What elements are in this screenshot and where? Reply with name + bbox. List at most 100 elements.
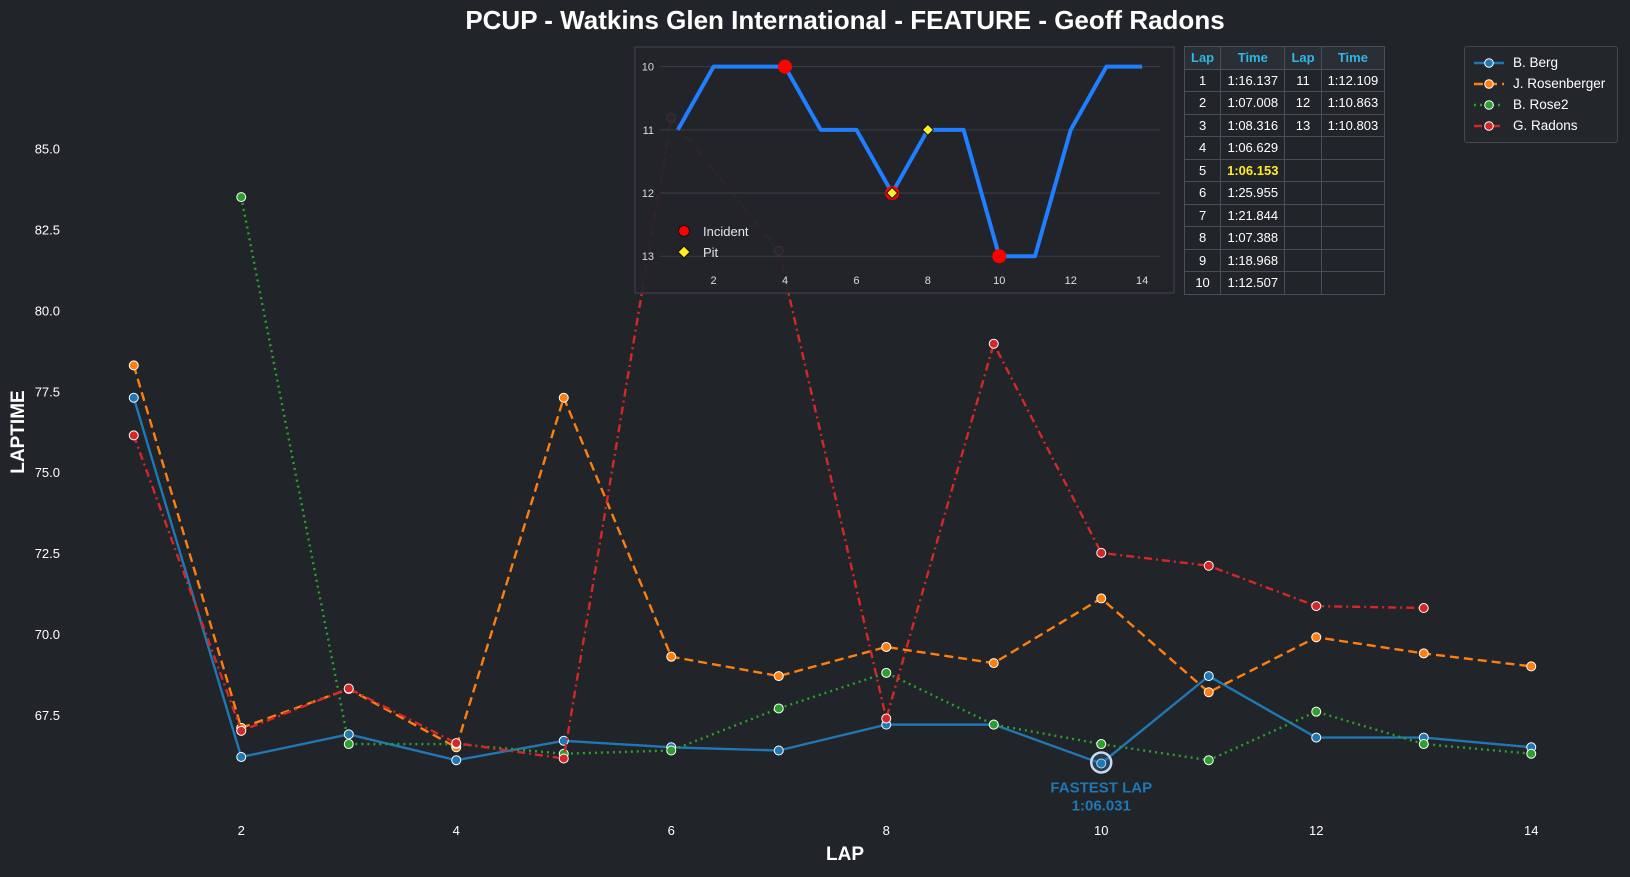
table-cell	[1320, 226, 1386, 250]
data-point	[773, 703, 784, 714]
data-point	[881, 667, 892, 678]
legend-swatch	[1474, 57, 1504, 68]
series-0	[128, 392, 1537, 769]
lap-table-header-cell: Time	[1320, 46, 1386, 70]
data-point	[451, 738, 462, 749]
table-cell: 1:21.844	[1220, 203, 1286, 227]
data-point	[1096, 547, 1107, 558]
table-row: 2 1:07.008 12 1:10.863	[1183, 91, 1386, 115]
table-cell: 4	[1183, 136, 1222, 160]
table-cell: 2	[1183, 91, 1222, 115]
x-tick-label: 12	[1309, 823, 1323, 838]
y-tick-label: 77.5	[35, 384, 60, 399]
legend-item: B. Rose2	[1465, 94, 1617, 115]
x-tick-label: 2	[238, 823, 245, 838]
inset-legend-incident-label: Incident	[703, 224, 749, 239]
y-axis-label: LAPTIME	[8, 390, 29, 473]
legend-swatch	[1474, 78, 1504, 89]
legend-swatch	[1474, 120, 1504, 131]
y-tick-label: 82.5	[35, 222, 60, 237]
data-point	[1096, 593, 1107, 604]
table-cell: 13	[1284, 113, 1322, 137]
table-row: 7 1:21.844	[1183, 203, 1386, 227]
data-point	[1096, 758, 1107, 769]
data-point	[773, 745, 784, 756]
legend-item: G. Radons	[1465, 115, 1617, 136]
inset-y-tick-label: 12	[642, 188, 654, 200]
legend-marker	[1484, 120, 1494, 131]
data-point	[988, 338, 999, 349]
pit-marker	[921, 123, 935, 137]
table-cell: 1:25.955	[1220, 181, 1286, 205]
incident-marker	[992, 249, 1007, 264]
legend-label: B. Berg	[1513, 55, 1559, 70]
table-row: 4 1:06.629	[1183, 136, 1386, 160]
data-point	[666, 745, 677, 756]
table-row: 6 1:25.955	[1183, 181, 1386, 205]
table-cell: 3	[1183, 113, 1222, 137]
inset-y-tick-label: 10	[642, 62, 654, 74]
lap-table-header: Lap Time Lap Time	[1183, 46, 1386, 70]
lap-table-header-cell: Lap	[1183, 46, 1222, 70]
x-tick-label: 6	[668, 823, 675, 838]
data-point	[451, 755, 462, 766]
table-cell: 1:10.863	[1320, 91, 1386, 115]
table-cell	[1320, 203, 1386, 227]
table-cell	[1284, 203, 1322, 227]
inset-x-tick-label: 4	[782, 275, 788, 287]
table-cell	[1320, 181, 1386, 205]
data-point	[988, 658, 999, 669]
data-point	[236, 192, 247, 203]
x-tick-label: 4	[453, 823, 460, 838]
table-row: 1 1:16.137 11 1:12.109	[1183, 68, 1386, 92]
y-tick-label: 67.5	[35, 708, 60, 723]
series-line	[132, 365, 1532, 749]
table-cell	[1284, 181, 1322, 205]
x-tick-labels: 2 4 6 8 10 12 14	[238, 823, 1539, 838]
table-cell	[1284, 136, 1322, 160]
table-cell	[1320, 271, 1386, 295]
table-cell: 8	[1183, 226, 1222, 250]
table-cell: 10	[1183, 271, 1222, 295]
pit-marker	[885, 186, 899, 200]
table-row: 9 1:18.968	[1183, 248, 1386, 272]
table-cell: 1:18.968	[1220, 248, 1286, 272]
table-cell: 1:08.316	[1220, 113, 1286, 137]
table-cell: 1:16.137	[1220, 68, 1286, 92]
legend-marker	[1484, 99, 1494, 110]
x-axis-label: LAP	[826, 844, 864, 865]
y-tick-labels: 67.5 70.0 72.5 75.0 77.5 80.0 82.5 85.0	[35, 142, 60, 723]
chart-title: PCUP - Watkins Glen International - FEAT…	[465, 5, 1224, 35]
data-point	[1203, 687, 1214, 698]
table-cell	[1284, 158, 1322, 182]
data-point	[881, 713, 892, 724]
data-point	[1418, 603, 1429, 614]
data-point	[343, 739, 354, 750]
inset-legend-incident-icon	[678, 225, 690, 237]
table-cell: 1:10.803	[1320, 113, 1386, 137]
table-cell: 1	[1183, 68, 1222, 92]
data-point	[1526, 661, 1537, 672]
inset-y-tick-label: 13	[642, 251, 654, 263]
inset-y-tick-label: 11	[643, 125, 654, 137]
y-tick-label: 85.0	[35, 142, 60, 157]
table-cell	[1284, 226, 1322, 250]
table-row: 5 1:06.153	[1183, 158, 1386, 182]
inset-x-tick-label: 14	[1136, 275, 1148, 287]
lap-table-header-cell: Lap	[1284, 46, 1322, 70]
table-cell: 5	[1183, 158, 1222, 182]
inset-x-tick-label: 6	[853, 275, 859, 287]
table-row: 8 1:07.388	[1183, 226, 1386, 250]
table-cell	[1320, 158, 1386, 182]
inset-legend-pit-icon	[677, 245, 691, 259]
data-point	[128, 430, 139, 441]
data-point	[1203, 755, 1214, 766]
data-point	[666, 651, 677, 662]
inset-position-line	[676, 64, 1143, 259]
data-point	[1096, 739, 1107, 750]
table-cell	[1320, 136, 1386, 160]
legend-swatch	[1474, 99, 1504, 110]
table-cell: 9	[1183, 248, 1222, 272]
